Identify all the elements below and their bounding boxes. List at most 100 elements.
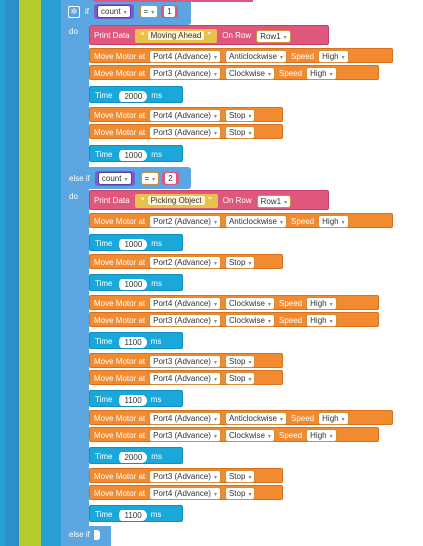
condition-1[interactable]: count ▾ = ▾ 1 xyxy=(94,4,181,19)
dropdown[interactable]: Port3 (Advance) ▾ xyxy=(149,470,221,483)
time-value[interactable]: 1000 xyxy=(116,278,148,290)
compare-block[interactable]: = ▾ 1 xyxy=(136,4,181,19)
dropdown[interactable]: High ▾ xyxy=(306,314,337,327)
text-block[interactable]: “Moving Ahead” xyxy=(134,29,218,43)
time-value[interactable]: 1100 xyxy=(116,336,147,348)
dropdown[interactable]: Port3 (Advance) ▾ xyxy=(149,67,221,80)
chevron-down-icon: ▾ xyxy=(213,72,217,78)
dropdown[interactable]: Port4 (Advance) ▾ xyxy=(149,109,221,122)
move-motor-block[interactable]: Move Motor at Port4 (Advance) ▾ Stop ▾ xyxy=(89,370,283,385)
chevron-down-icon: ▾ xyxy=(284,199,288,206)
chevron-down-icon: ▾ xyxy=(279,55,283,61)
dropdown[interactable]: Port3 (Advance) ▾ xyxy=(149,314,221,327)
time-block[interactable]: Time 1100 ms xyxy=(89,390,183,407)
time-label: Time xyxy=(95,279,113,288)
chevron-down-icon: ▾ xyxy=(213,261,217,267)
time-value[interactable]: 2000 xyxy=(116,90,148,102)
text-value[interactable]: Picking Object xyxy=(147,196,205,205)
dropdown[interactable]: Port4 (Advance) ▾ xyxy=(149,297,221,310)
dropdown[interactable]: Stop ▾ xyxy=(224,355,256,368)
move-motor-block[interactable]: Move Motor at Port4 (Advance) ▾ Anticlock… xyxy=(89,48,393,63)
chevron-down-icon: ▾ xyxy=(248,360,252,366)
move-motor-block[interactable]: Move Motor at Port3 (Advance) ▾ Stop ▾ xyxy=(89,353,283,368)
condition-2[interactable]: count ▾ = ▾ 2 xyxy=(94,171,182,186)
dropdown[interactable]: Anticlockwise ▾ xyxy=(224,215,287,228)
dropdown[interactable]: Port3 (Advance) ▾ xyxy=(149,429,221,442)
open-quote: “ xyxy=(140,196,145,205)
move-motor-block[interactable]: Move Motor at Port3 (Advance) ▾ Stop ▾ xyxy=(89,124,283,139)
dropdown[interactable]: Port4 (Advance) ▾ xyxy=(149,372,221,385)
number-block[interactable]: 2 xyxy=(162,172,179,185)
text-block[interactable]: “Picking Object” xyxy=(134,194,218,208)
time-value[interactable]: 1100 xyxy=(116,394,147,406)
move-motor-block[interactable]: Move Motor at Port4 (Advance) ▾ Stop ▾ xyxy=(89,485,283,500)
do-label: do xyxy=(69,27,78,36)
dropdown[interactable]: High ▾ xyxy=(318,50,349,63)
time-value[interactable]: 1000 xyxy=(116,149,148,161)
dropdown[interactable]: Clockwise ▾ xyxy=(224,297,275,310)
dropdown-value: Stop xyxy=(228,472,246,481)
compare-block[interactable]: = ▾ 2 xyxy=(137,171,182,186)
number-block[interactable]: 1 xyxy=(161,5,178,18)
row-dropdown[interactable]: Row1 ▾ xyxy=(256,194,292,208)
on-row-label: On Row xyxy=(222,196,252,205)
print-data-block[interactable]: Print Data “Moving Ahead” On Row Row1 ▾ xyxy=(89,25,329,45)
dropdown[interactable]: Clockwise ▾ xyxy=(224,429,275,442)
row-dropdown[interactable]: Row1 ▾ xyxy=(256,29,291,43)
time-label: Time xyxy=(95,337,113,346)
chevron-down-icon: ▾ xyxy=(341,417,345,423)
dropdown[interactable]: Port4 (Advance) ▾ xyxy=(149,487,221,500)
move-motor-block[interactable]: Move Motor at Port3 (Advance) ▾ Clockwise… xyxy=(89,312,379,327)
else-if-row: else if xyxy=(69,528,100,542)
number-value: 2 xyxy=(165,173,176,184)
time-block[interactable]: Time 2000 ms xyxy=(89,447,183,464)
dropdown[interactable]: Stop ▾ xyxy=(224,256,256,269)
time-block[interactable]: Time 1000 ms xyxy=(89,274,183,291)
dropdown[interactable]: High ▾ xyxy=(306,67,337,80)
time-value[interactable]: 1000 xyxy=(116,238,148,250)
time-block[interactable]: Time 1100 ms xyxy=(89,332,183,349)
dropdown[interactable]: Stop ▾ xyxy=(224,487,256,500)
move-motor-block[interactable]: Move Motor at Port4 (Advance) ▾ Anticlock… xyxy=(89,410,393,425)
variable-block[interactable]: count ▾ xyxy=(94,4,134,19)
dropdown[interactable]: High ▾ xyxy=(306,429,337,442)
dropdown[interactable]: Port4 (Advance) ▾ xyxy=(149,412,221,425)
text-value[interactable]: Moving Ahead xyxy=(147,31,205,40)
dropdown[interactable]: Anticlockwise ▾ xyxy=(224,412,287,425)
dropdown-value: Stop xyxy=(228,357,246,366)
dropdown[interactable]: Port3 (Advance) ▾ xyxy=(149,126,221,139)
dropdown[interactable]: Port3 (Advance) ▾ xyxy=(149,355,221,368)
move-motor-block[interactable]: Move Motor at Port3 (Advance) ▾ Clockwise… xyxy=(89,65,379,80)
dropdown[interactable]: Port4 (Advance) ▾ xyxy=(149,50,221,63)
dropdown[interactable]: High ▾ xyxy=(318,412,349,425)
time-value[interactable]: 1100 xyxy=(116,509,147,521)
print-data-block[interactable]: Print Data “Picking Object” On Row Row1 ▾ xyxy=(89,190,329,210)
time-block[interactable]: Time 1000 ms xyxy=(89,145,183,162)
if-block[interactable] xyxy=(61,0,89,546)
move-motor-block[interactable]: Move Motor at Port4 (Advance) ▾ Clockwise… xyxy=(89,295,379,310)
move-motor-block[interactable]: Move Motor at Port4 (Advance) ▾ Stop ▾ xyxy=(89,107,283,122)
variable-block[interactable]: count ▾ xyxy=(94,171,135,186)
dropdown[interactable]: Port2 (Advance) ▾ xyxy=(149,215,221,228)
dropdown[interactable]: Port2 (Advance) ▾ xyxy=(149,256,221,269)
dropdown[interactable]: Stop ▾ xyxy=(224,109,256,122)
dropdown[interactable]: Clockwise ▾ xyxy=(224,314,275,327)
move-motor-block[interactable]: Move Motor at Port2 (Advance) ▾ Stop ▾ xyxy=(89,254,283,269)
time-block[interactable]: Time 1000 ms xyxy=(89,234,183,251)
time-block[interactable]: Time 1100 ms xyxy=(89,505,183,522)
time-value[interactable]: 2000 xyxy=(116,451,148,463)
dropdown[interactable]: High ▾ xyxy=(318,215,349,228)
dropdown[interactable]: Stop ▾ xyxy=(224,126,256,139)
dropdown[interactable]: Stop ▾ xyxy=(224,372,256,385)
gear-icon[interactable]: ✲ xyxy=(68,5,80,18)
move-motor-block[interactable]: Move Motor at Port3 (Advance) ▾ Clockwise… xyxy=(89,427,379,442)
chevron-down-icon: ▾ xyxy=(248,114,252,120)
dropdown[interactable]: Clockwise ▾ xyxy=(224,67,275,80)
empty-condition-slot[interactable] xyxy=(93,530,100,540)
dropdown[interactable]: Stop ▾ xyxy=(224,470,256,483)
dropdown[interactable]: High ▾ xyxy=(306,297,337,310)
time-block[interactable]: Time 2000 ms xyxy=(89,86,183,103)
move-motor-block[interactable]: Move Motor at Port2 (Advance) ▾ Anticlock… xyxy=(89,213,393,228)
move-motor-block[interactable]: Move Motor at Port3 (Advance) ▾ Stop ▾ xyxy=(89,468,283,483)
dropdown[interactable]: Anticlockwise ▾ xyxy=(224,50,287,63)
